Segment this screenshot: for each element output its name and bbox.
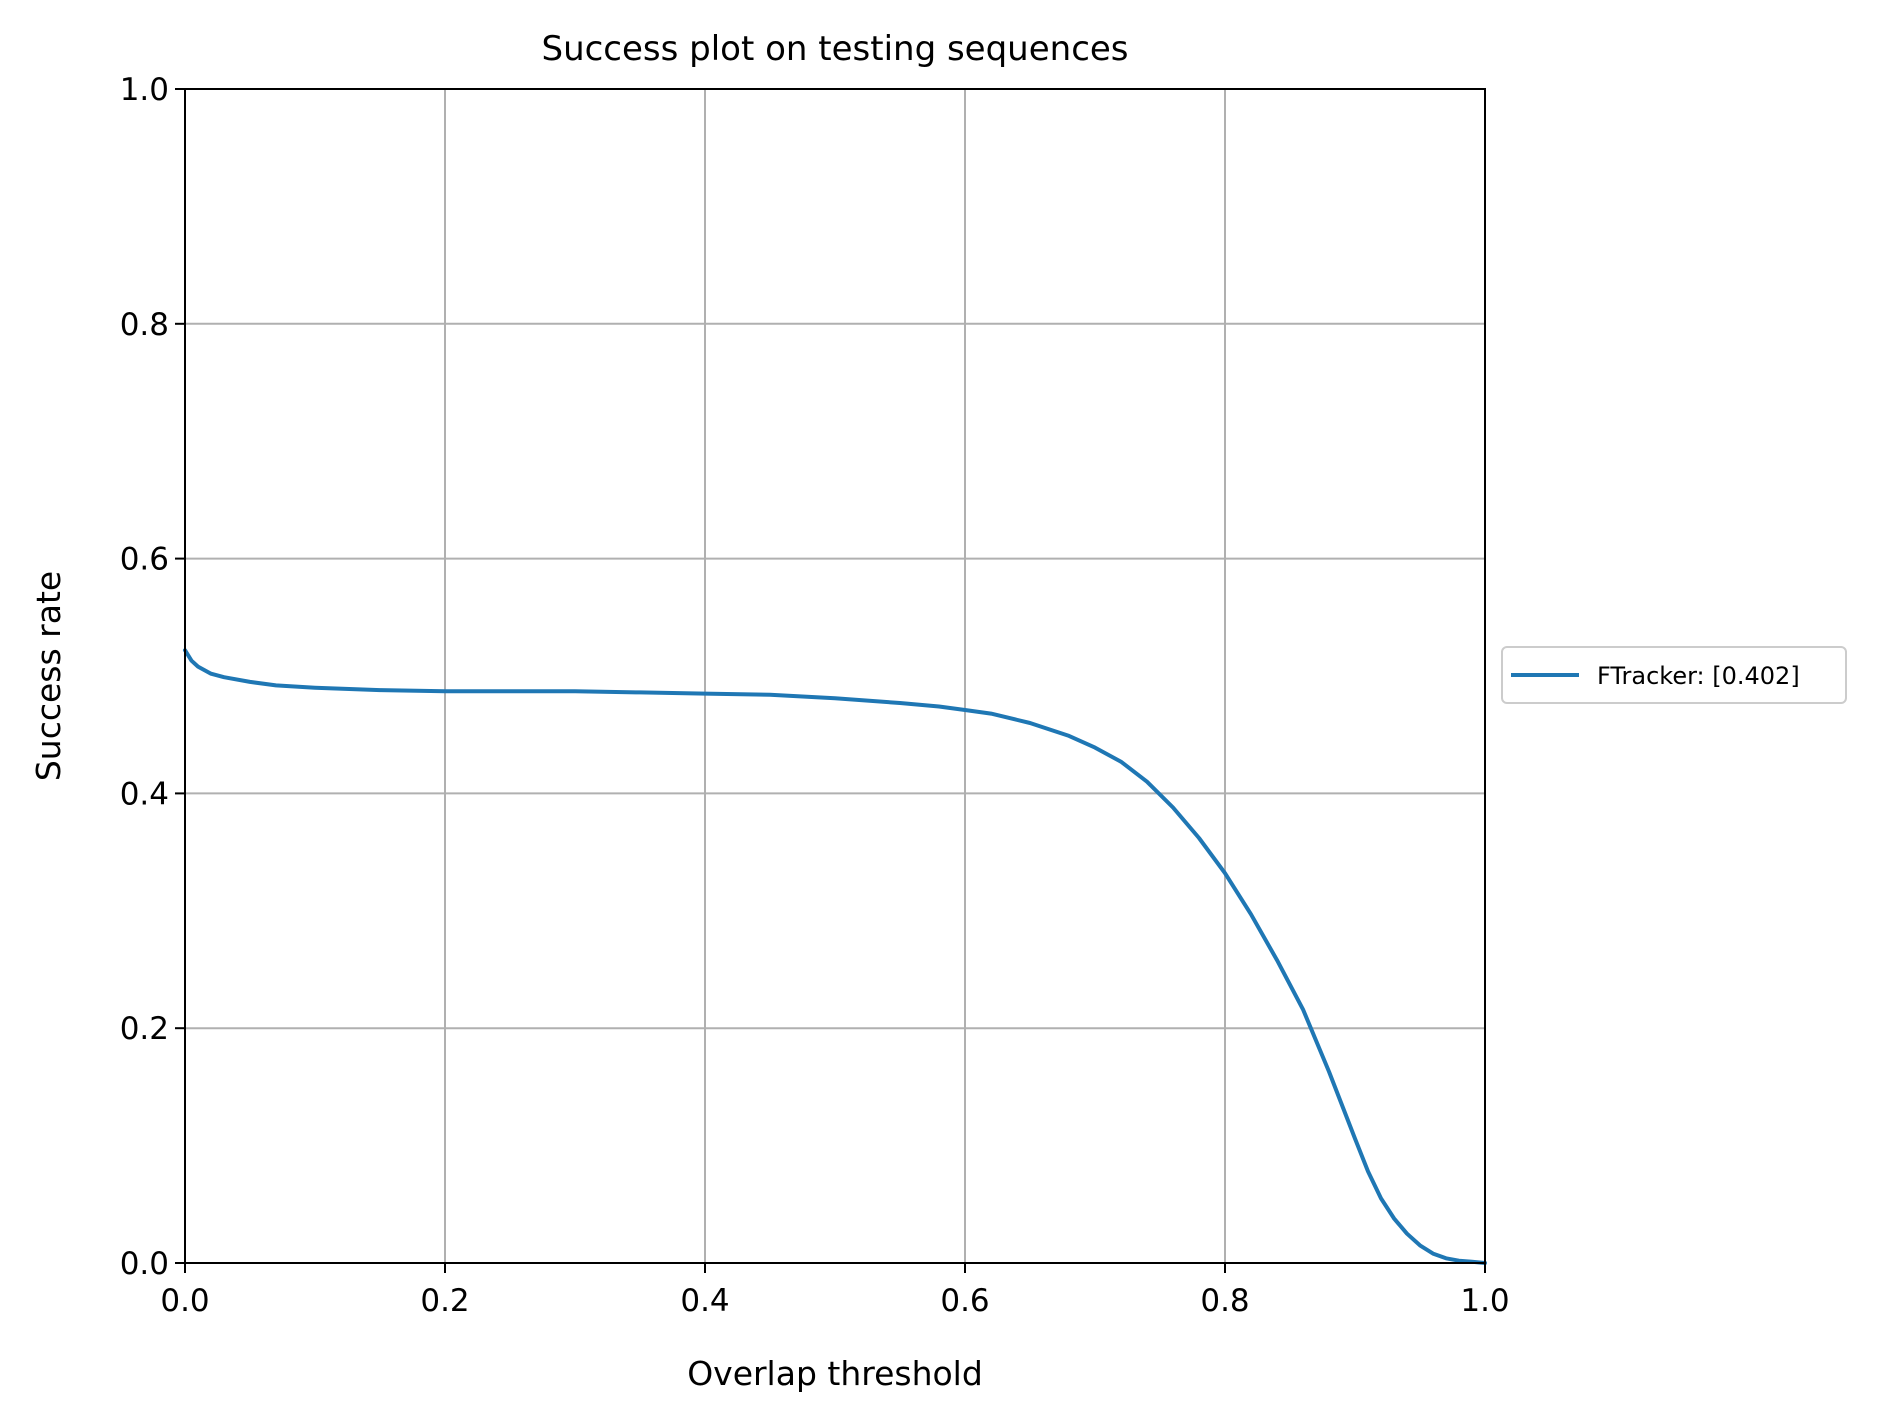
y-tick-label: 0.2 (120, 1011, 169, 1047)
grid-lines (184, 88, 1486, 1264)
series-line-ftracker (183, 648, 1487, 1265)
y-tick-label: 1.0 (120, 72, 169, 108)
y-axis-title: Success rate (29, 571, 68, 781)
y-tick-label: 0.8 (120, 307, 169, 343)
x-tick-label: 0.0 (160, 1283, 209, 1319)
legend-box (1501, 646, 1847, 704)
x-axis-title: Overlap threshold (687, 1354, 983, 1393)
x-tick-label: 0.6 (940, 1283, 989, 1319)
legend: FTracker: [0.402] (1501, 646, 1847, 704)
x-tick-label: 0.4 (680, 1283, 729, 1319)
plot-frame (184, 88, 1486, 1264)
y-tick-label: 0.6 (120, 542, 169, 578)
x-tick-label: 0.2 (420, 1283, 469, 1319)
legend-label: FTracker: [0.402] (1597, 662, 1800, 690)
y-tick-label: 0.4 (120, 776, 169, 812)
y-tick-label: 0.0 (120, 1246, 169, 1282)
axis-ticks: 0.0 0.2 0.4 0.6 0.8 1.0 0.0 0.2 0.4 0.6 0.8 1.0 (120, 72, 1510, 1319)
series-layer (183, 648, 1487, 1265)
chart-title: Success plot on testing sequences (541, 29, 1128, 69)
x-tick-label: 0.8 (1200, 1283, 1249, 1319)
x-tick-label: 1.0 (1460, 1283, 1509, 1319)
